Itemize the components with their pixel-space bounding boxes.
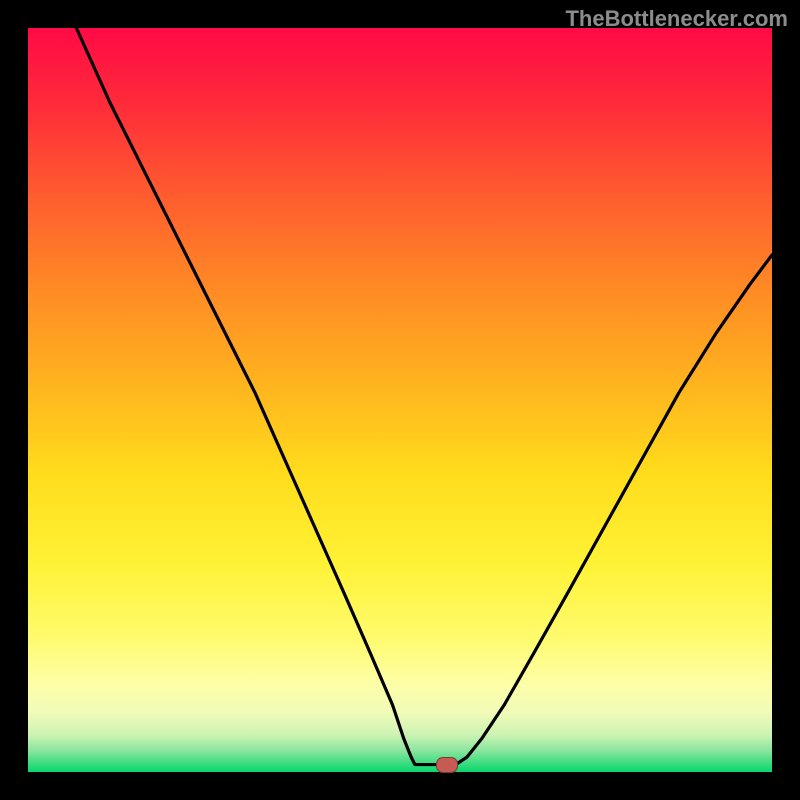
watermark-text: TheBottlenecker.com bbox=[565, 6, 788, 32]
plot-area bbox=[28, 28, 772, 772]
curve-layer bbox=[28, 28, 772, 772]
bottleneck-curve bbox=[76, 28, 772, 765]
optimal-point-marker bbox=[436, 757, 458, 773]
figure-root: TheBottlenecker.com bbox=[0, 0, 800, 800]
